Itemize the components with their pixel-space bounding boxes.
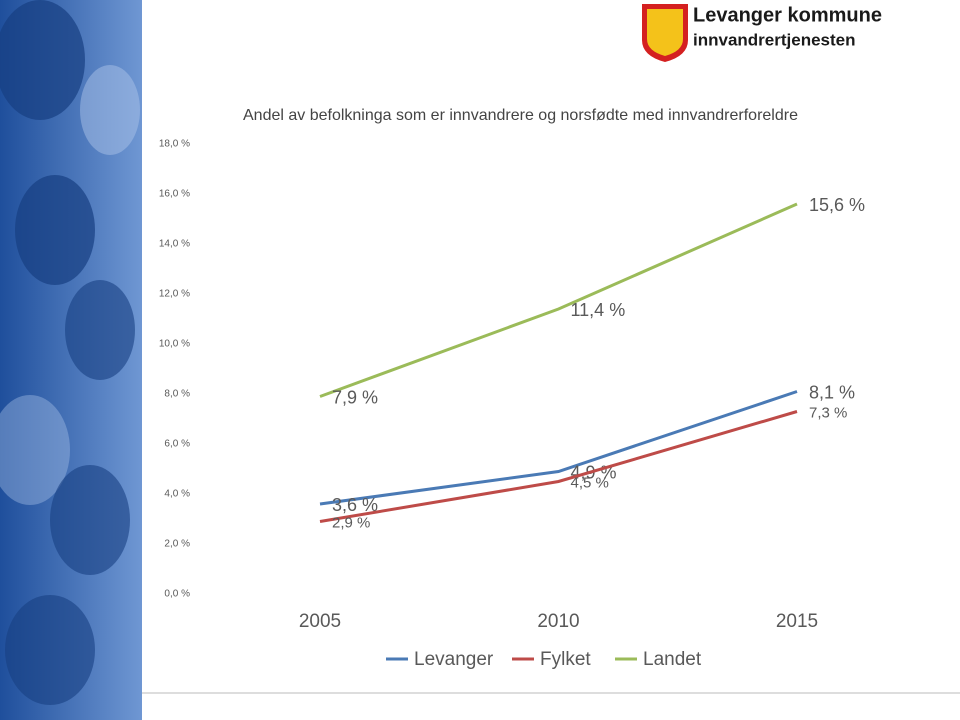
series-line bbox=[319, 202, 798, 398]
y-tick-label: 6,0 % bbox=[164, 439, 190, 450]
series-line bbox=[319, 390, 798, 506]
decor-strip bbox=[0, 0, 142, 720]
y-tick-label: 14,0 % bbox=[159, 239, 190, 250]
data-label: 4,5 % bbox=[571, 474, 609, 491]
y-tick-label: 8,0 % bbox=[164, 389, 190, 400]
data-label: 7,3 % bbox=[809, 404, 847, 421]
y-tick-label: 2,0 % bbox=[164, 539, 190, 550]
data-label: 11,4 % bbox=[571, 300, 626, 320]
x-tick-label: 2015 bbox=[776, 611, 818, 632]
y-tick-label: 18,0 % bbox=[159, 139, 190, 150]
chart-title: Andel av befolkninga som er innvandrere … bbox=[243, 107, 798, 124]
legend-label: Landet bbox=[643, 649, 702, 670]
data-label: 2,9 % bbox=[332, 514, 370, 531]
legend-label: Fylket bbox=[540, 649, 591, 670]
y-tick-label: 10,0 % bbox=[159, 339, 190, 350]
data-label: 15,6 % bbox=[809, 195, 865, 215]
data-label: 8,1 % bbox=[809, 382, 855, 402]
y-tick-label: 12,0 % bbox=[159, 289, 190, 300]
y-tick-label: 16,0 % bbox=[159, 189, 190, 200]
logo-subtitle: innvandrertjenesten bbox=[693, 30, 856, 49]
logo-title: Levanger kommune bbox=[693, 4, 882, 26]
data-label: 7,9 % bbox=[332, 387, 378, 407]
series-line bbox=[319, 410, 798, 523]
logo: Levanger kommune innvandrertjenesten bbox=[642, 4, 882, 62]
x-tick-label: 2010 bbox=[537, 611, 579, 632]
x-tick-label: 2005 bbox=[299, 611, 341, 632]
y-tick-label: 0,0 % bbox=[164, 589, 190, 600]
legend-label: Levanger bbox=[414, 649, 494, 670]
y-tick-label: 4,0 % bbox=[164, 489, 190, 500]
data-label: 3,6 % bbox=[332, 495, 378, 515]
